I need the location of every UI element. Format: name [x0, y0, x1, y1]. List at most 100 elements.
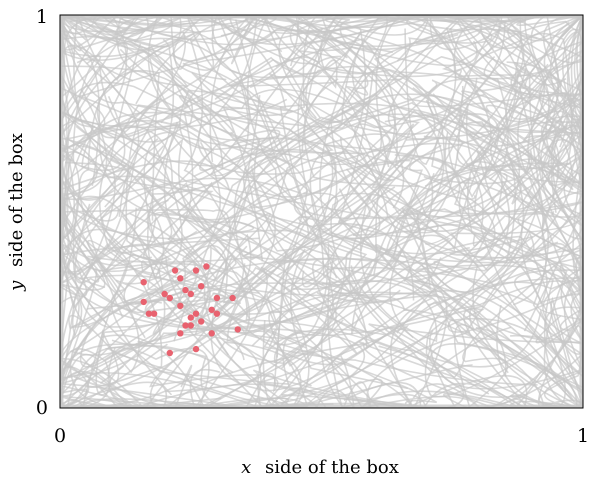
trajectory-line: [60, 345, 234, 408]
trajectory-line: [137, 195, 438, 345]
data-point-12: [140, 298, 147, 306]
data-point-22: [182, 322, 189, 329]
trajectory-line: [191, 63, 549, 219]
trajectory-line: [98, 212, 583, 390]
trajectory-lines: [60, 15, 583, 408]
trajectory-line: [288, 323, 583, 408]
y-axis-label-text: side of the box: [6, 133, 27, 267]
trajectory-line: [167, 112, 403, 330]
trajectory-line: [250, 15, 517, 264]
trajectory-line: [258, 328, 538, 386]
trajectory-line: [210, 27, 440, 177]
trajectory-line: [276, 144, 442, 358]
trajectory-line: [429, 260, 583, 389]
trajectory-line: [273, 247, 470, 387]
trajectory-line: [530, 15, 583, 148]
data-point-9: [166, 294, 173, 302]
trajectory-line: [99, 15, 353, 139]
trajectory-line: [60, 15, 293, 203]
x-tick-label-0: 0: [54, 425, 66, 447]
data-point-20: [198, 318, 205, 325]
trajectory-line: [303, 355, 355, 408]
trajectory-line: [234, 260, 438, 405]
data-point-24: [177, 330, 184, 337]
data-point-11: [187, 290, 194, 298]
data-point-15: [213, 310, 221, 317]
y-tick-label-1: 1: [36, 6, 48, 28]
trajectory-line: [123, 133, 510, 304]
trajectory-line: [303, 192, 512, 374]
trajectory-line: [337, 70, 547, 306]
trajectory-line: [384, 49, 583, 263]
trajectory-line: [439, 15, 583, 241]
trajectory-line: [140, 55, 341, 282]
trajectory-line: [60, 15, 321, 64]
trajectory-line: [66, 266, 583, 395]
trajectory-line: [71, 166, 378, 336]
trajectory-line: [279, 102, 481, 240]
trajectory-line: [210, 256, 583, 408]
trajectory-line: [228, 137, 533, 236]
trajectory-line: [60, 15, 235, 134]
trajectory-line: [431, 15, 583, 223]
trajectory-line: [352, 291, 545, 408]
trajectory-line: [443, 86, 583, 408]
data-point-16: [150, 310, 158, 317]
trajectory-line: [354, 87, 579, 408]
trajectory-line: [276, 93, 541, 337]
data-point-27: [192, 345, 200, 353]
x-axis-label-text: side of the box: [265, 457, 399, 478]
trajectory-line: [165, 369, 528, 408]
trajectory-line: [413, 172, 583, 408]
data-point-1: [192, 267, 200, 274]
y-axis-label-var: y: [6, 280, 27, 292]
data-point-26: [166, 349, 173, 357]
trajectory-line: [60, 38, 175, 182]
data-point-17: [145, 310, 153, 317]
y-tick-label-0: 0: [36, 397, 48, 419]
trajectory-line: [60, 15, 280, 125]
trajectory-line: [111, 98, 288, 346]
trajectory-line: [421, 15, 523, 220]
trajectory-line: [343, 381, 473, 408]
trajectory-line: [190, 15, 522, 205]
trajectory-line: [60, 300, 162, 399]
trajectory-line: [189, 266, 372, 408]
trajectory-line: [326, 79, 583, 378]
trajectory-line: [430, 21, 583, 215]
x-tick-label-1: 1: [577, 425, 589, 447]
trajectory-line: [152, 190, 583, 327]
data-point-5: [198, 283, 205, 290]
trajectory-line: [113, 15, 419, 257]
data-point-2: [203, 263, 210, 270]
trajectory-line: [301, 15, 548, 216]
data-point-21: [208, 330, 215, 337]
data-point-25: [187, 322, 194, 329]
trajectory-line: [485, 33, 583, 140]
data-point-7: [229, 294, 236, 302]
trajectory-line: [60, 343, 168, 408]
data-point-6: [213, 294, 221, 302]
trajectory-line: [421, 131, 583, 344]
points-group: [140, 263, 241, 357]
trajectory-line: [299, 50, 512, 249]
trajectory-line: [160, 15, 546, 124]
trajectory-line: [221, 106, 534, 262]
trajectory-line: [448, 121, 583, 247]
trajectory-line: [251, 175, 548, 347]
data-point-23: [234, 326, 241, 333]
y-axis-label: y side of the box: [6, 133, 27, 292]
trajectory-line: [384, 202, 583, 396]
data-point-0: [171, 267, 179, 274]
trajectory-line: [375, 15, 560, 168]
data-point-4: [177, 275, 184, 282]
data-point-14: [208, 306, 215, 313]
data-point-13: [177, 302, 184, 309]
plot-frame: [59, 14, 584, 409]
data-point-3: [140, 279, 147, 286]
trajectory-line: [282, 15, 583, 96]
trajectory-line: [319, 15, 405, 209]
trajectory-line: [133, 37, 344, 408]
trajectory-line: [136, 282, 348, 349]
